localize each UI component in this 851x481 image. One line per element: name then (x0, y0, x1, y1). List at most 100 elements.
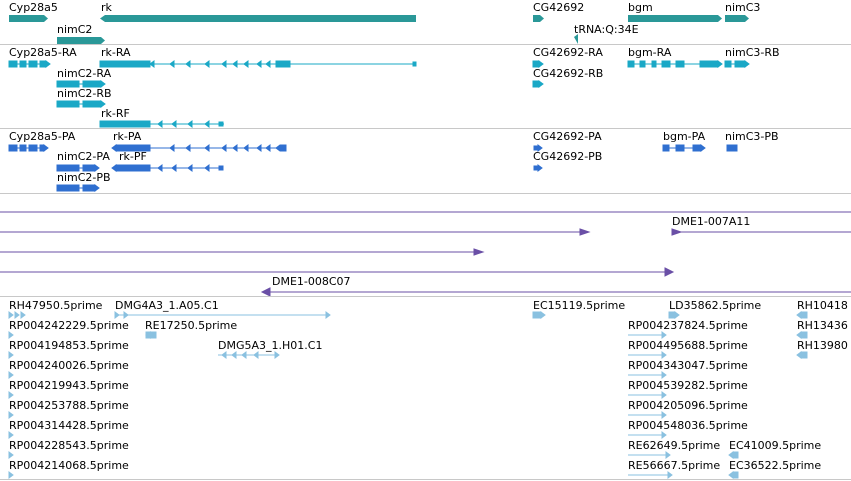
gene-label-cyp28a5[interactable]: Cyp28a5 (9, 1, 58, 14)
gene-label-cg42692[interactable]: CG42692 (533, 1, 585, 14)
est-feature[interactable] (628, 451, 671, 459)
mrna-feature-nimc2-ra[interactable] (56, 80, 106, 88)
clone-feature-dme1-008c07[interactable] (260, 287, 851, 297)
clone-label[interactable]: DME1-008C07 (272, 275, 351, 288)
protein-feature-cg42692-pb[interactable] (533, 164, 543, 172)
est-label[interactable]: RP004539282.5prime (628, 379, 748, 392)
gene-feature-rk[interactable] (100, 15, 416, 22)
est-label[interactable]: RP004240026.5prime (9, 359, 129, 372)
est-feature[interactable] (728, 451, 739, 459)
mrna-label[interactable]: nimC2-RB (57, 87, 112, 100)
protein-label[interactable]: CG42692-PA (533, 130, 602, 143)
est-label[interactable]: DMG4A3_1.A05.C1 (115, 299, 219, 312)
est-label[interactable]: RH13980 (797, 339, 848, 352)
mrna-label[interactable]: rk-RF (101, 107, 130, 120)
mrna-feature-cyp28a5-ra[interactable] (8, 60, 51, 68)
mrna-label[interactable]: CG42692-RB (533, 67, 604, 80)
est-label[interactable]: RE62649.5prime (628, 439, 721, 452)
est-feature[interactable] (8, 471, 14, 479)
gene-feature-cyp28a5[interactable] (9, 15, 48, 22)
est-label[interactable]: RP004219943.5prime (9, 379, 129, 392)
protein-label[interactable]: CG42692-PB (533, 150, 603, 163)
protein-feature-bgm-pa[interactable] (662, 144, 706, 152)
mrna-feature-cg42692-rb[interactable] (532, 80, 544, 88)
est-label[interactable]: RP004194853.5prime (9, 339, 129, 352)
mrna-label[interactable]: Cyp28a5-RA (9, 46, 77, 59)
est-feature[interactable] (628, 331, 667, 339)
clone-label[interactable]: DME1-007A11 (672, 215, 751, 228)
est-feature[interactable] (628, 351, 667, 359)
est-feature[interactable] (532, 311, 546, 319)
mrna-feature-rk-rf[interactable] (99, 120, 224, 128)
protein-label[interactable]: nimC2-PB (57, 171, 111, 184)
mrna-feature-cg42692-ra[interactable] (532, 60, 544, 68)
est-label[interactable]: RP004242229.5prime (9, 319, 129, 332)
est-label[interactable]: RH10418 (797, 299, 848, 312)
est-label[interactable]: EC41009.5prime (729, 439, 822, 452)
protein-feature-cg42692-pa[interactable] (533, 144, 543, 152)
est-feature[interactable] (668, 311, 680, 319)
mrna-feature-nimc3-rb[interactable] (724, 60, 750, 68)
est-feature[interactable] (796, 331, 808, 339)
protein-feature-nimc2-pa[interactable] (56, 164, 100, 172)
est-feature[interactable] (218, 351, 280, 359)
est-label[interactable]: RP004314428.5prime (9, 419, 129, 432)
est-label[interactable]: RE56667.5prime (628, 459, 721, 472)
clone-feature[interactable] (0, 248, 485, 256)
est-label[interactable]: RP004228543.5prime (9, 439, 129, 452)
protein-label[interactable]: nimC2-PA (57, 150, 110, 163)
est-label[interactable]: EC36522.5prime (729, 459, 822, 472)
protein-feature-nimc3-pb[interactable] (726, 144, 738, 152)
clone-feature-dme1-007a11[interactable] (671, 228, 851, 236)
protein-label[interactable]: rk-PA (113, 130, 142, 143)
est-feature[interactable] (628, 411, 667, 419)
protein-label[interactable]: nimC3-PB (725, 130, 779, 143)
gene-label-bgm[interactable]: bgm (628, 1, 653, 14)
gene-label-trna[interactable]: tRNA:Q:34E (574, 23, 639, 36)
protein-feature-cyp28a5-pa[interactable] (8, 144, 49, 152)
mrna-feature-rk-ra[interactable] (99, 60, 417, 68)
est-feature[interactable] (796, 351, 808, 359)
est-label[interactable]: RP004343047.5prime (628, 359, 748, 372)
protein-feature-nimc2-pb[interactable] (56, 184, 100, 192)
est-label[interactable]: EC15119.5prime (533, 299, 626, 312)
est-feature[interactable] (145, 331, 157, 339)
est-feature[interactable] (796, 311, 808, 319)
est-label[interactable]: RP004548036.5prime (628, 419, 748, 432)
protein-feature-rk-pf[interactable] (111, 164, 224, 172)
mrna-label[interactable]: bgm-RA (628, 46, 672, 59)
est-label[interactable]: RP004237824.5prime (628, 319, 748, 332)
mrna-label[interactable]: nimC2-RA (57, 67, 112, 80)
est-feature[interactable] (8, 411, 14, 419)
mrna-label[interactable]: rk-RA (101, 46, 131, 59)
est-feature[interactable] (8, 331, 14, 339)
gene-feature-nimc2[interactable] (57, 37, 105, 44)
est-feature[interactable] (8, 311, 26, 319)
est-label[interactable]: RE17250.5prime (145, 319, 238, 332)
mrna-label[interactable]: CG42692-RA (533, 46, 603, 59)
est-feature[interactable] (8, 371, 14, 379)
est-feature[interactable] (8, 351, 14, 359)
est-feature[interactable] (114, 311, 331, 319)
est-label[interactable]: RP004495688.5prime (628, 339, 748, 352)
est-label[interactable]: RP004253788.5prime (9, 399, 129, 412)
mrna-feature-bgm-ra[interactable] (627, 60, 723, 68)
est-feature[interactable] (728, 471, 739, 479)
gene-feature-trna[interactable] (574, 34, 578, 44)
protein-label[interactable]: bgm-PA (663, 130, 706, 143)
est-feature[interactable] (8, 431, 14, 439)
est-feature[interactable] (628, 391, 667, 399)
clone-feature[interactable] (0, 228, 591, 236)
est-label[interactable]: RP004214068.5prime (9, 459, 129, 472)
est-label[interactable]: LD35862.5prime (669, 299, 762, 312)
gene-feature-bgm[interactable] (628, 15, 722, 22)
gene-feature-cg42692[interactable] (533, 15, 544, 22)
est-feature[interactable] (8, 391, 14, 399)
mrna-feature-nimc2-rb[interactable] (56, 100, 106, 108)
est-label[interactable]: RP004205096.5prime (628, 399, 748, 412)
gene-feature-nimc3[interactable] (725, 15, 749, 22)
gene-label-nimc3[interactable]: nimC3 (725, 1, 761, 14)
est-label[interactable]: RH13436 (797, 319, 848, 332)
protein-label[interactable]: Cyp28a5-PA (9, 130, 76, 143)
protein-feature-rk-pa[interactable] (111, 144, 287, 152)
